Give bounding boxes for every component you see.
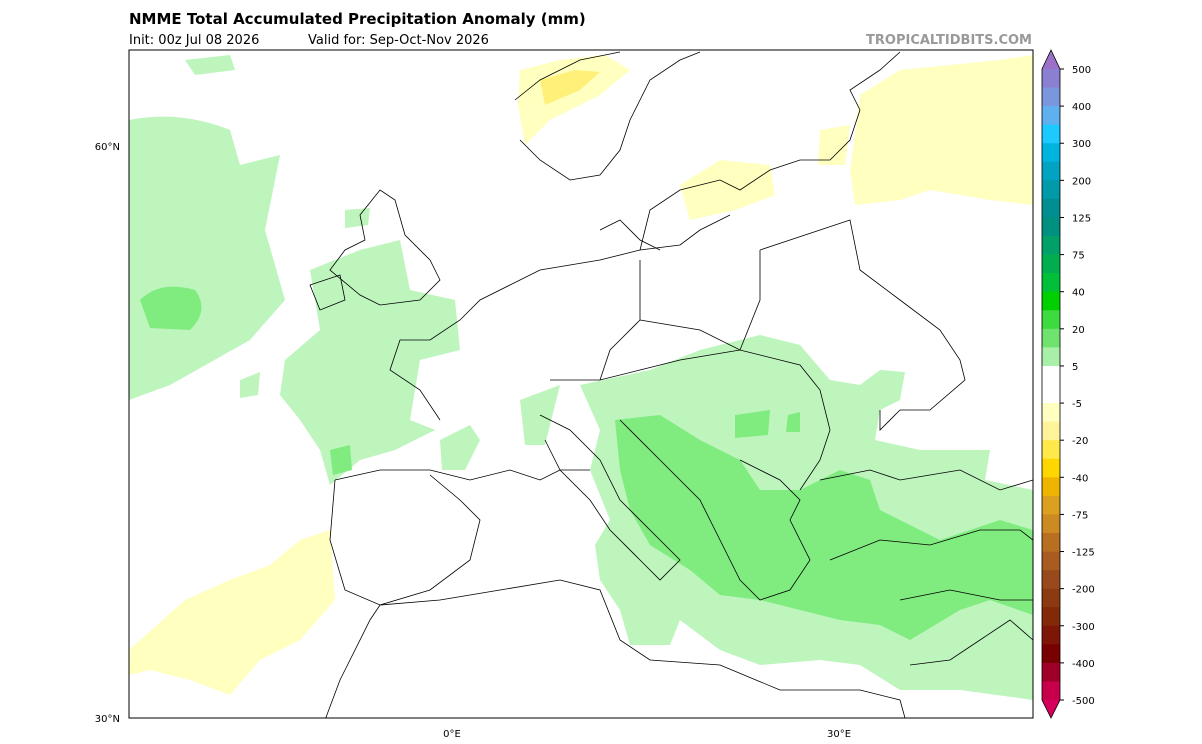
lat-label: 30°N	[95, 714, 120, 725]
title: NMME Total Accumulated Precipitation Ano…	[129, 10, 586, 28]
colorbar-band	[1042, 254, 1060, 274]
colorbar-band	[1042, 384, 1060, 404]
lon-label: 30°E	[827, 729, 851, 740]
colorbar-band	[1042, 440, 1060, 460]
colorbar-band	[1042, 347, 1060, 367]
colorbar-tick-label: 5	[1072, 362, 1078, 373]
colorbar-tick-label: -75	[1072, 510, 1088, 521]
colorbar-tick-label: 400	[1072, 102, 1091, 113]
colorbar-band	[1042, 681, 1060, 701]
colorbar: 500 400 300 200 125 75 40 20 5 -5 -20 -40 -75 -125 -20…	[1041, 49, 1095, 719]
colorbar-band	[1042, 477, 1060, 497]
colorbar-extend-top	[1042, 50, 1060, 69]
colorbar-tick-label: 125	[1072, 213, 1091, 224]
colorbar-band	[1042, 328, 1060, 348]
colorbar-band	[1042, 588, 1060, 608]
colorbar-tick-label: -40	[1072, 473, 1088, 484]
colorbar-tick-label: -500	[1072, 696, 1095, 707]
colorbar-band	[1042, 106, 1060, 125]
colorbar-tick-label: 40	[1072, 288, 1085, 299]
colorbar-tick-label: 75	[1072, 251, 1085, 262]
colorbar-band	[1042, 607, 1060, 627]
colorbar-band	[1042, 421, 1060, 441]
lon-label: 0°E	[443, 729, 461, 740]
colorbar-extend-bottom	[1042, 700, 1060, 718]
colorbar-band	[1042, 625, 1060, 645]
colorbar-band	[1042, 236, 1060, 255]
watermark: TROPICALTIDBITS.COM	[866, 33, 1032, 48]
colorbar-band	[1042, 87, 1060, 107]
colorbar-band	[1042, 310, 1060, 330]
colorbar-band	[1042, 124, 1060, 144]
colorbar-band	[1042, 143, 1060, 163]
colorbar-band	[1042, 644, 1060, 664]
colorbar-band	[1042, 403, 1060, 422]
colorbar-tick-label: -5	[1072, 399, 1082, 410]
colorbar-tick-label: -125	[1072, 548, 1095, 559]
colorbar-band	[1042, 161, 1060, 181]
init-time: Init: 00z Jul 08 2026	[129, 33, 259, 48]
colorbar-band	[1042, 551, 1060, 571]
colorbar-band	[1042, 365, 1060, 385]
colorbar-band	[1042, 291, 1060, 311]
colorbar-band	[1042, 532, 1060, 552]
colorbar-band	[1042, 198, 1060, 218]
colorbar-band	[1042, 69, 1060, 88]
colorbar-tick-label: -300	[1072, 622, 1095, 633]
colorbar-tick-label: -20	[1072, 436, 1088, 447]
colorbar-band	[1042, 570, 1060, 589]
colorbar-band	[1042, 180, 1060, 200]
lat-label: 60°N	[95, 142, 120, 153]
colorbar-band	[1042, 514, 1060, 534]
colorbar-tick-label: 200	[1072, 176, 1091, 187]
colorbar-tick-label: 20	[1072, 325, 1085, 336]
colorbar-tick-label: 300	[1072, 139, 1091, 150]
colorbar-band	[1042, 217, 1060, 237]
colorbar-tick-label: 500	[1072, 65, 1091, 76]
colorbar-band	[1042, 273, 1060, 293]
map: 60°N 30°N 0°E 30°E	[95, 49, 1034, 740]
colorbar-tick-label: -200	[1072, 585, 1095, 596]
colorbar-band	[1042, 458, 1060, 478]
colorbar-band	[1042, 495, 1060, 515]
valid-period: Valid for: Sep-Oct-Nov 2026	[308, 33, 489, 48]
colorbar-band	[1042, 662, 1060, 682]
colorbar-tick-label: -400	[1072, 659, 1095, 670]
